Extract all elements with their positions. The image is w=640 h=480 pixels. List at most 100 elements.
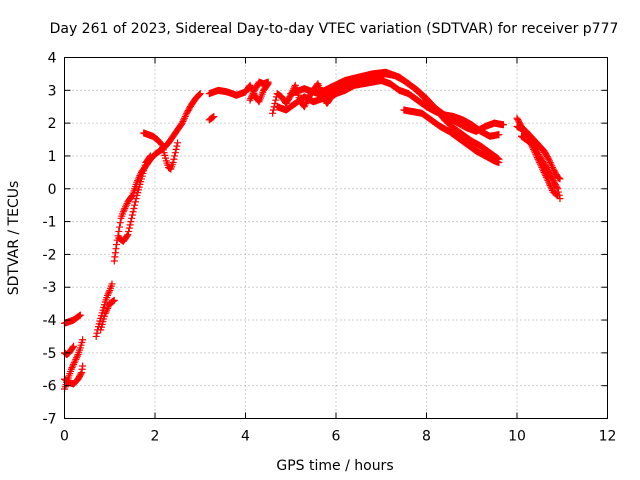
data-point [69,343,77,351]
data-point [180,114,188,122]
x-tick-label: 8 [422,429,431,445]
data-point [129,208,137,216]
data-point [554,191,562,199]
data-point [70,359,78,367]
data-point [108,280,116,288]
data-point [179,117,187,125]
data-point [79,362,87,370]
data-point [72,355,80,363]
y-tick-label: 4 [48,51,57,67]
data-point [131,198,139,206]
y-axis-label: SDTVAR / TECUs [6,181,22,296]
y-tick-label: 2 [48,116,57,132]
data-point [536,160,544,168]
data-point [553,183,561,191]
data-point [116,219,124,227]
data-point [545,180,553,188]
data-point [182,111,190,119]
data-point [546,159,554,167]
data-point [246,81,254,89]
data-point [545,155,553,163]
data-point [146,153,154,161]
y-tick-label: -5 [43,346,57,362]
y-tick-label: 3 [48,83,57,99]
data-point [171,149,179,157]
data-point [157,140,165,148]
data-point [196,90,204,98]
data-point [131,201,139,209]
data-point [535,157,543,165]
data-point [79,336,87,344]
data-point [544,154,552,162]
data-point [533,152,541,160]
data-point [101,309,109,317]
y-tick-label: -1 [43,215,57,231]
data-point [127,218,135,226]
data-point [269,106,277,114]
data-point [533,154,541,162]
data-point [116,223,124,231]
data-point [538,163,546,171]
data-point [115,227,123,235]
x-tick-label: 6 [332,429,341,445]
data-point [132,195,140,203]
data-point [300,103,308,111]
data-point [113,241,121,249]
data-point [534,155,542,163]
data-point [542,173,550,181]
data-point [246,96,254,104]
data-point [70,360,78,368]
data-point [545,178,553,186]
data-point [269,109,277,117]
data-point [539,165,547,173]
y-tick-label: 0 [48,182,57,198]
data-point [248,93,256,101]
data-point [146,152,154,160]
y-tick-label: -6 [43,379,57,395]
data-point [169,159,177,167]
data-point [121,204,129,212]
data-point [73,354,81,362]
data-point [547,160,555,168]
data-point [178,119,186,127]
y-tick-label: -3 [43,280,57,296]
data-point [103,305,111,313]
data-point [171,152,179,160]
data-point [247,95,255,103]
data-point [77,370,85,378]
data-point [110,296,118,304]
data-point [248,91,256,99]
data-point [156,139,164,147]
data-point [105,288,113,296]
plot-frame [64,57,608,419]
data-point [495,131,503,139]
data-point [210,113,218,121]
data-point [128,214,136,222]
data-point [67,365,75,373]
data-point [76,311,84,319]
x-tick-label: 0 [60,429,69,445]
y-tick-label: -2 [43,247,57,263]
data-point [172,145,180,153]
data-point [126,221,134,229]
data-point [124,231,132,239]
data-point [130,204,138,212]
data-point [134,177,142,185]
data-point [495,159,503,167]
data-point [73,352,81,360]
y-tick-label: -4 [43,313,57,329]
chart-title: Day 261 of 2023, Sidereal Day-to-day VTE… [50,21,619,37]
data-point [104,290,112,298]
data-point [120,206,128,214]
data-point [532,150,540,158]
data-point [195,90,203,98]
data-point [174,139,182,147]
data-point [546,181,554,189]
data-point [554,185,562,193]
data-point [548,185,556,193]
data-point [544,177,552,185]
data-point [541,170,549,178]
y-tick-label: 1 [48,149,57,165]
